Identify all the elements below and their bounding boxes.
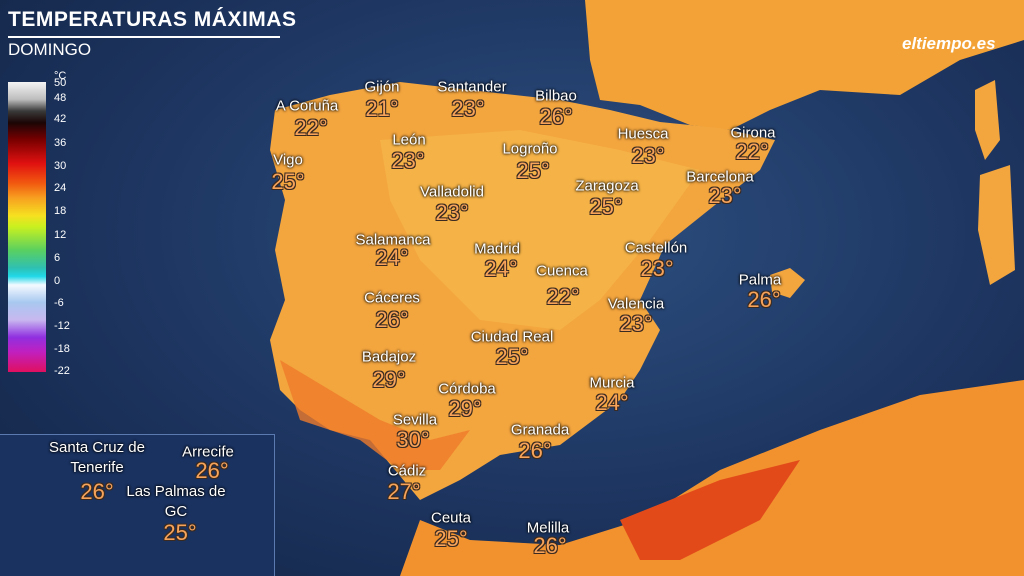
- south-hot: [280, 360, 470, 470]
- city-name: Bilbao: [535, 87, 577, 105]
- city-temperature: 23°: [435, 200, 469, 225]
- city-name: Vigo: [273, 151, 303, 169]
- city-temperature: 22°: [294, 115, 328, 140]
- corsica-sardinia: [975, 80, 1015, 285]
- city-name: Valladolid: [420, 183, 484, 201]
- city-temperature: 23°: [708, 183, 742, 208]
- city-name: Castellón: [624, 239, 688, 257]
- city-name: Cáceres: [364, 289, 420, 307]
- city-name: Melilla: [526, 519, 570, 537]
- city-name: Barcelona: [686, 168, 754, 186]
- island-name: Arrecife: [182, 443, 234, 461]
- city-name: Santander: [437, 78, 507, 96]
- title: TEMPERATURAS MÁXIMAS: [8, 8, 297, 31]
- city-temperature: 26°: [518, 438, 552, 463]
- city-name: Ciudad Real: [470, 328, 554, 346]
- legend-tick-label: 12: [54, 229, 67, 241]
- subtitle: DOMINGO: [8, 40, 92, 59]
- city-temperature: 27°: [387, 479, 421, 504]
- city-temperature: 24°: [375, 245, 409, 270]
- legend-tick-label: 24: [54, 182, 67, 194]
- legend-tick-label: 0: [54, 275, 61, 287]
- city-temperature: 22°: [546, 284, 580, 309]
- city-temperature: 25°: [516, 158, 550, 183]
- city-name: Valencia: [607, 295, 665, 313]
- interior-tone: [380, 130, 700, 330]
- city-temperature: 23°: [631, 143, 665, 168]
- legend-tick-label: 48: [54, 92, 67, 104]
- city-temperature: 23°: [619, 311, 653, 336]
- city-name: Zaragoza: [575, 177, 639, 195]
- africa-hot: [620, 460, 800, 560]
- africa-land: [400, 380, 1024, 576]
- city-name: Girona: [730, 124, 776, 142]
- canary-inset: [0, 434, 275, 576]
- city-name: Cádiz: [387, 462, 427, 480]
- legend-tick-label: 18: [54, 205, 67, 217]
- legend-tick-label: -22: [54, 365, 70, 377]
- city-temperature: 24°: [595, 390, 629, 415]
- city-temperature: 23°: [451, 96, 485, 121]
- city-temperature: 26°: [539, 104, 573, 129]
- city-temperature: 29°: [372, 367, 406, 392]
- island-temperature: 25°: [163, 520, 197, 545]
- legend-tick-label: 50: [54, 77, 67, 89]
- island-temperature: 26°: [80, 479, 114, 504]
- legend-unit: °C: [54, 70, 67, 82]
- city-name: León: [392, 131, 426, 149]
- city-name: Madrid: [474, 240, 520, 258]
- brand-logo: eltiempo.es: [902, 34, 996, 53]
- island-name: Las Palmas de GC: [126, 483, 226, 520]
- city-temperature: 25°: [589, 194, 623, 219]
- legend-tick-label: 42: [54, 113, 67, 125]
- legend-color-bar: [8, 82, 46, 372]
- city-temperature: 25°: [434, 526, 468, 551]
- title-rule: [8, 36, 280, 38]
- city-name: A Coruña: [275, 97, 339, 115]
- island-name: Santa Cruz de Tenerife: [49, 439, 145, 476]
- city-temperature: 26°: [375, 307, 409, 332]
- balearic-mallorca: [770, 268, 805, 298]
- city-temperature: 26°: [533, 533, 567, 558]
- city-temperature: 21°: [365, 96, 399, 121]
- legend-tick-label: -12: [54, 320, 70, 332]
- city-temperature: 24°: [484, 256, 518, 281]
- city-temperature: 26°: [747, 287, 781, 312]
- city-name: Sevilla: [392, 411, 438, 429]
- city-name: Granada: [510, 421, 570, 439]
- city-name: Cuenca: [536, 262, 588, 280]
- europe-land: [585, 0, 1024, 130]
- city-temperature: 23°: [391, 148, 425, 173]
- legend-tick-label: 6: [54, 252, 61, 264]
- city-name: Gijón: [364, 78, 400, 96]
- city-name: Huesca: [617, 125, 669, 143]
- city-temperature: 23°: [640, 256, 674, 281]
- city-temperature: 25°: [495, 344, 529, 369]
- city-temperature: 22°: [735, 139, 769, 164]
- city-name: Salamanca: [355, 231, 431, 249]
- city-temperature: 30°: [396, 427, 430, 452]
- legend-tick-label: 30: [54, 160, 67, 172]
- city-name: Murcia: [589, 374, 635, 392]
- city-name: Badajoz: [361, 348, 417, 366]
- city-name: Palma: [738, 271, 782, 289]
- city-temperature: 25°: [271, 169, 305, 194]
- city-name: Córdoba: [438, 380, 496, 398]
- city-name: Logroño: [502, 140, 558, 158]
- island-temperature: 26°: [195, 458, 229, 483]
- legend-tick-label: -18: [54, 343, 70, 355]
- city-name: Ceuta: [430, 509, 472, 527]
- legend-tick-label: -6: [54, 297, 64, 309]
- city-temperature: 29°: [448, 396, 482, 421]
- legend-tick-label: 36: [54, 137, 67, 149]
